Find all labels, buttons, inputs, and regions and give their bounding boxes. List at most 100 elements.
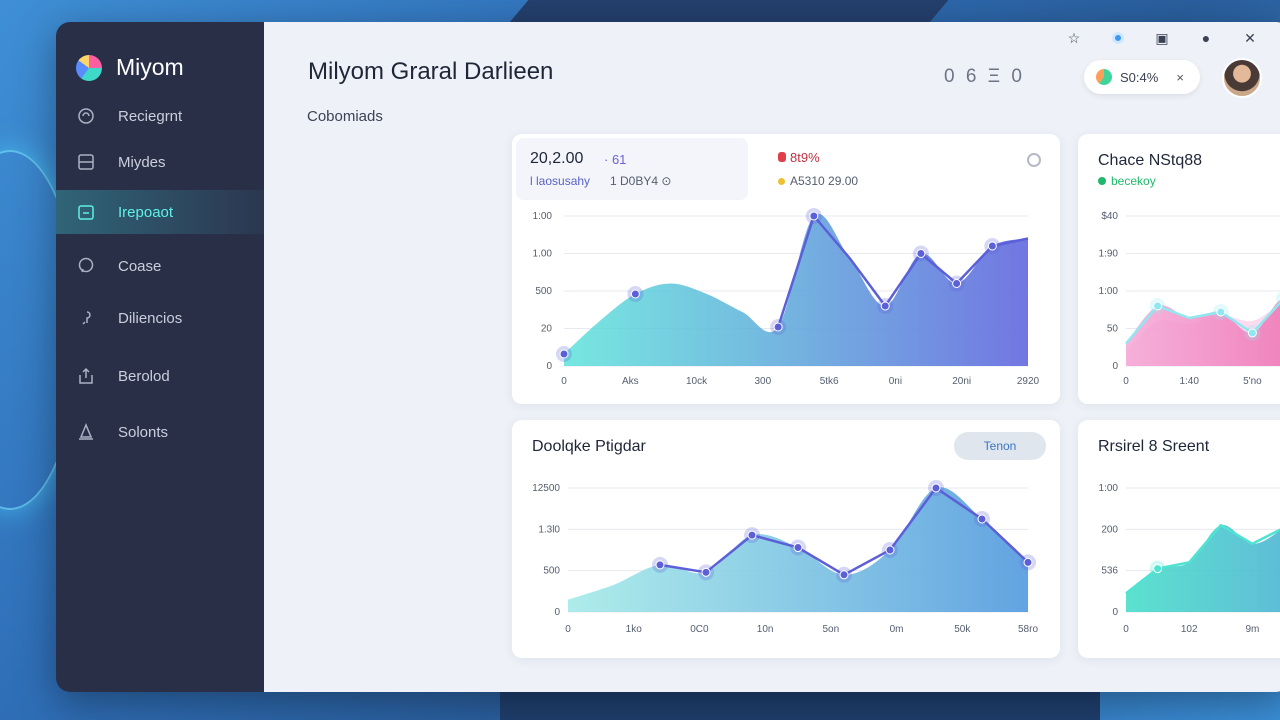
main-content: ☆ ▣ ● ✕ Milyom Graral Darlieen Cobomiads…	[264, 22, 1280, 692]
stat-label: l laosusahy	[530, 174, 591, 188]
y-tick-label: 20	[541, 324, 553, 335]
data-point	[747, 530, 757, 540]
y-tick-label: 1:00	[1099, 286, 1119, 297]
data-point	[916, 249, 926, 258]
area-chart-4: 1:00200536001029m5:0o5'/250's	[1099, 483, 1280, 635]
series-area	[1126, 525, 1280, 612]
x-tick-label: 0m	[890, 624, 904, 635]
card-title: Doolqke Ptigdar	[532, 438, 646, 455]
calendar-icon	[76, 202, 96, 222]
y-tick-label: 500	[543, 566, 560, 577]
data-point	[793, 543, 803, 553]
brand[interactable]: Miyom	[76, 54, 184, 81]
y-tick-label: 500	[535, 286, 552, 297]
series-area	[1126, 300, 1280, 366]
x-tick-label: 102	[1181, 624, 1198, 635]
series-area	[564, 213, 1028, 366]
search-icon	[76, 106, 96, 126]
user-icon	[76, 422, 96, 442]
area-chart-1: 1:00 1.00 500 20 00 Aks 10ck 300 5tk6 0ni 20ni 2920	[533, 208, 1040, 387]
series-line	[776, 214, 1029, 328]
page-title: Milyom Graral Darlieen	[308, 58, 554, 85]
stat-sub: 1 D0BY4 ⊙	[610, 174, 672, 188]
close-icon[interactable]: ✕	[1244, 29, 1256, 46]
data-point	[1023, 557, 1033, 567]
data-point	[630, 289, 640, 299]
data-point	[839, 570, 849, 580]
data-point	[1247, 328, 1257, 338]
x-tick-label: 58ro	[1018, 624, 1038, 635]
y-tick-label: 1:00	[533, 211, 553, 222]
status-dot-icon	[1096, 69, 1112, 85]
chart-card-3: Doolqke Ptigdar Tenon 12500 1.3l0 500 0 0 1ko…	[512, 420, 1060, 658]
layout-icon	[76, 152, 96, 172]
stat-value: 20,2.00	[530, 150, 584, 167]
sidebar-item-coase[interactable]: Coase	[56, 244, 264, 288]
sidebar-item-berolod[interactable]: Berolod	[56, 354, 264, 398]
share-icon	[76, 366, 96, 386]
filter-button[interactable]: Tenon	[954, 432, 1046, 460]
data-point-glow	[1276, 291, 1280, 306]
sidebar-item-label: Diliencios	[118, 309, 183, 327]
background-band-bottom	[500, 690, 1100, 720]
pill-close-icon[interactable]: ×	[1176, 69, 1184, 85]
y-tick-label: 0	[554, 607, 560, 618]
record-icon[interactable]: ●	[1201, 30, 1211, 46]
data-point	[701, 567, 711, 577]
brand-logo-icon	[76, 54, 102, 81]
status-pill[interactable]: S0:4% ×	[1084, 60, 1200, 94]
y-tick-label: 1.3l0	[538, 524, 560, 535]
sidebar-item-label: Coase	[118, 257, 162, 275]
sidebar-item-miydes[interactable]: Miydes	[56, 140, 264, 184]
x-tick-label: 5'no	[1243, 376, 1262, 387]
window-controls: ☆ ▣ ● ✕	[1064, 28, 1260, 48]
card-title: Chace NStq88	[1098, 152, 1203, 169]
area-chart-3: 12500 1.3l0 500 00 1ko 0C0 10n 5on 0m 50k 58ro	[532, 480, 1038, 635]
sidebar-item-label: Miydes	[118, 153, 166, 171]
x-tick-label: 10ck	[686, 376, 708, 387]
counter-readout: 0 6 Ξ 0	[944, 66, 1025, 87]
x-tick-label: 0	[561, 376, 567, 387]
data-point	[987, 241, 997, 251]
x-tick-label: 300	[755, 376, 772, 387]
y-tick-label: 0	[1112, 361, 1118, 372]
x-tick-label: 5tk6	[820, 376, 839, 387]
chart-card-2: Chace NStq88 becekoy 005190 › $401:901:0…	[1078, 134, 1280, 404]
x-tick-label: 0	[1123, 624, 1129, 635]
status-pill-text: S0:4%	[1120, 69, 1159, 85]
x-tick-label: 10n	[757, 624, 774, 635]
settings-icon[interactable]	[1027, 153, 1041, 167]
data-point	[977, 514, 987, 524]
legend-item: becekoy	[1098, 174, 1156, 188]
chart-card-1: 20,2.00 · 61 l laosusahy 1 D0BY4 ⊙ 8t9% …	[512, 134, 1060, 404]
y-tick-label: 50	[1107, 324, 1119, 335]
y-tick-label: 1:90	[1099, 249, 1119, 260]
notification-icon[interactable]	[1108, 28, 1128, 48]
sidebar-item-solonts[interactable]: Solonts	[56, 410, 264, 454]
data-point	[809, 211, 819, 221]
chart-card-4: Rrsirel 8 Sreent 1:00200536001029m5:0o5'…	[1078, 420, 1280, 658]
red-value: 8t9%	[778, 150, 820, 165]
bookmark-icon[interactable]: ☆	[1067, 29, 1081, 46]
series-line	[1125, 301, 1280, 345]
avatar[interactable]	[1222, 58, 1262, 98]
sidebar-item-label: Berolod	[118, 367, 170, 385]
pin-icon	[76, 308, 96, 328]
stat-delta: · 61	[604, 152, 627, 167]
sidebar: Miyom Reciegrnt Miydes Irepoaot Coase Di…	[56, 22, 264, 692]
window-icon[interactable]: ▣	[1155, 29, 1169, 46]
data-point	[1153, 564, 1163, 574]
sidebar-item-label: Reciegrnt	[118, 107, 183, 125]
data-point	[952, 279, 962, 288]
sidebar-item-label: Irepoaot	[118, 203, 174, 221]
x-tick-label: 5on	[823, 624, 840, 635]
sidebar-item-reciegrnt[interactable]: Reciegrnt	[56, 94, 264, 138]
sidebar-item-diliencios[interactable]: Diliencios	[56, 296, 264, 340]
app-window: Miyom Reciegrnt Miydes Irepoaot Coase Di…	[56, 22, 1280, 692]
x-tick-label: 0C0	[690, 624, 709, 635]
x-tick-label: 50k	[954, 624, 971, 635]
x-tick-label: 0	[565, 624, 571, 635]
yellow-value: A5310 29.00	[778, 174, 858, 188]
sidebar-item-irepoaot[interactable]: Irepoaot	[56, 190, 264, 234]
